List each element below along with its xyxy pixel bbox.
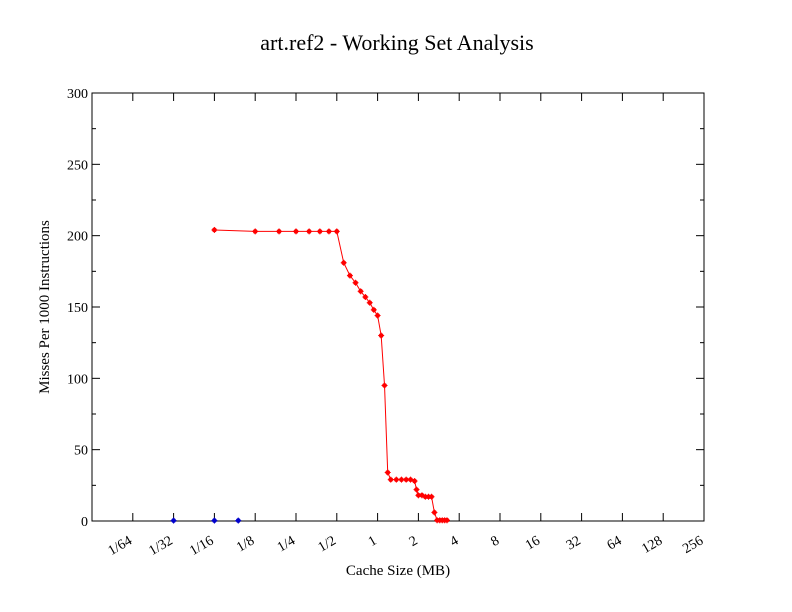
x-tick-label: 1/4 [275, 533, 298, 555]
data-point [276, 228, 283, 235]
data-point [428, 493, 435, 500]
data-point [325, 228, 332, 235]
y-tick-label: 150 [67, 301, 88, 316]
data-point [211, 226, 218, 233]
x-tick-label: 4 [448, 533, 462, 549]
x-tick-label: 128 [640, 533, 666, 556]
plot-frame [91, 92, 705, 522]
x-tick-label: 8 [488, 533, 502, 549]
data-point [362, 294, 369, 301]
x-tick-label: 256 [680, 533, 706, 556]
data-point [170, 517, 177, 524]
data-point [384, 469, 391, 476]
data-point [211, 517, 218, 524]
y-tick-labels: 0 50 100 150 200 250 300 [67, 87, 88, 530]
series-line [214, 229, 447, 521]
data-point [306, 228, 313, 235]
data-point [431, 509, 438, 516]
data-point [393, 476, 400, 483]
y-axis-label: Misses Per 1000 Instructions [37, 220, 53, 394]
data-point [346, 272, 353, 279]
x-tick-label: 1/8 [234, 533, 257, 555]
y-tick-label: 100 [67, 372, 88, 387]
data-point [316, 228, 323, 235]
y-tick-label: 250 [67, 158, 88, 173]
data-point [340, 259, 347, 266]
x-tick-label: 1/32 [147, 533, 176, 558]
data-point [333, 228, 340, 235]
data-point [357, 288, 364, 295]
x-tick-labels: 1/64 1/32 1/16 1/8 1/4 1/2 1 2 4 8 16 32 64 128 256 [106, 533, 706, 558]
data-point [293, 228, 299, 235]
data-point [413, 486, 420, 493]
data-point [387, 476, 394, 483]
data-point [378, 332, 385, 339]
y-tick-label: 50 [74, 444, 88, 459]
x-tick-label: 2 [407, 533, 421, 549]
chart-title: art.ref2 - Working Set Analysis [260, 30, 533, 55]
x-tick-label: 64 [605, 533, 625, 553]
axis-ticks [92, 92, 705, 522]
data-point [235, 517, 242, 524]
y-tick-label: 0 [81, 515, 88, 530]
x-tick-label: 1/16 [187, 533, 216, 558]
x-tick-label: 32 [564, 533, 584, 553]
data-point [381, 382, 388, 389]
data-point [252, 228, 259, 235]
data-point [374, 312, 381, 319]
data-point [370, 306, 377, 313]
data-points [170, 226, 450, 524]
data-point [352, 279, 359, 286]
x-tick-label: 1 [366, 533, 380, 549]
x-tick-label: 16 [523, 533, 543, 553]
x-axis-label: Cache Size (MB) [346, 563, 450, 579]
x-tick-label: 1/64 [106, 533, 135, 558]
data-point [366, 299, 373, 306]
data-point [443, 517, 450, 524]
x-tick-label: 1/2 [316, 533, 339, 555]
data-point [411, 478, 418, 485]
series-lines [214, 229, 447, 521]
y-tick-label: 300 [67, 87, 88, 102]
y-tick-label: 200 [67, 230, 88, 245]
